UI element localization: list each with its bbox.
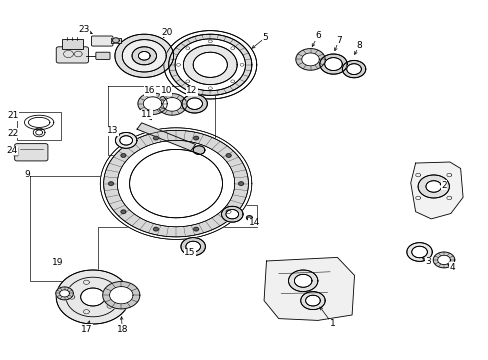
Bar	[215, 205, 256, 227]
Polygon shape	[406, 243, 431, 261]
Polygon shape	[264, 257, 354, 320]
Polygon shape	[193, 227, 198, 231]
Polygon shape	[182, 94, 207, 113]
Text: 16: 16	[144, 86, 156, 95]
Text: 19: 19	[52, 258, 63, 267]
Text: 1: 1	[329, 320, 335, 328]
FancyBboxPatch shape	[91, 36, 113, 46]
Text: 10: 10	[160, 86, 172, 95]
Polygon shape	[138, 51, 150, 60]
Polygon shape	[153, 136, 158, 140]
Text: 17: 17	[81, 325, 93, 334]
Polygon shape	[186, 98, 202, 109]
Text: 13: 13	[106, 126, 118, 135]
Polygon shape	[108, 182, 113, 185]
Polygon shape	[226, 154, 231, 157]
Polygon shape	[143, 97, 162, 111]
Polygon shape	[60, 290, 69, 297]
Bar	[14, 148, 18, 150]
Polygon shape	[432, 252, 454, 268]
Text: 2: 2	[440, 181, 446, 190]
Polygon shape	[112, 38, 119, 43]
Polygon shape	[346, 64, 361, 75]
Bar	[17, 112, 61, 140]
Polygon shape	[417, 175, 448, 198]
Text: 23: 23	[78, 25, 90, 34]
Polygon shape	[319, 54, 346, 74]
Polygon shape	[103, 130, 248, 237]
Polygon shape	[122, 40, 166, 72]
FancyBboxPatch shape	[15, 144, 48, 161]
Polygon shape	[300, 292, 325, 310]
Polygon shape	[342, 60, 365, 78]
Polygon shape	[117, 140, 234, 227]
Polygon shape	[120, 136, 132, 145]
Text: 22: 22	[7, 129, 19, 138]
Polygon shape	[193, 52, 227, 77]
Polygon shape	[246, 216, 252, 220]
FancyBboxPatch shape	[61, 39, 83, 49]
Polygon shape	[81, 288, 105, 306]
Text: 14: 14	[248, 218, 260, 227]
Polygon shape	[121, 154, 125, 157]
Polygon shape	[121, 210, 125, 213]
Polygon shape	[56, 270, 129, 324]
Polygon shape	[288, 270, 317, 292]
FancyBboxPatch shape	[111, 38, 121, 43]
Text: 21: 21	[7, 111, 19, 120]
Polygon shape	[100, 128, 251, 239]
Bar	[14, 150, 18, 153]
Text: 4: 4	[448, 263, 454, 271]
Polygon shape	[109, 287, 133, 304]
Polygon shape	[225, 210, 238, 219]
Polygon shape	[221, 206, 243, 222]
Polygon shape	[410, 162, 462, 219]
Polygon shape	[137, 123, 195, 151]
Polygon shape	[138, 93, 167, 114]
Polygon shape	[129, 149, 222, 218]
Polygon shape	[175, 39, 245, 91]
Polygon shape	[295, 49, 325, 70]
Text: 15: 15	[183, 248, 195, 257]
Text: 24: 24	[6, 146, 18, 155]
Text: 9: 9	[24, 170, 30, 179]
Polygon shape	[193, 146, 204, 154]
Polygon shape	[132, 47, 156, 65]
Polygon shape	[193, 136, 198, 140]
FancyBboxPatch shape	[56, 47, 88, 63]
Polygon shape	[411, 246, 427, 258]
Text: 20: 20	[161, 28, 173, 37]
Polygon shape	[163, 31, 256, 99]
Polygon shape	[157, 94, 186, 115]
Polygon shape	[238, 182, 243, 185]
Polygon shape	[425, 181, 441, 192]
Text: 8: 8	[356, 40, 362, 49]
Bar	[14, 153, 18, 156]
Polygon shape	[56, 287, 73, 300]
Polygon shape	[305, 295, 320, 306]
Text: 3: 3	[424, 257, 430, 266]
Text: 11: 11	[141, 110, 152, 119]
Polygon shape	[437, 255, 449, 265]
Polygon shape	[115, 34, 173, 77]
Text: 6: 6	[314, 31, 320, 40]
Polygon shape	[301, 53, 319, 66]
Text: 7: 7	[335, 36, 341, 45]
Polygon shape	[185, 241, 200, 252]
Polygon shape	[153, 227, 158, 231]
Text: 12: 12	[185, 86, 197, 95]
Polygon shape	[163, 98, 181, 111]
FancyBboxPatch shape	[96, 52, 110, 59]
Polygon shape	[294, 274, 311, 287]
Polygon shape	[183, 45, 237, 85]
Polygon shape	[168, 34, 251, 95]
Text: 5: 5	[262, 33, 267, 42]
Polygon shape	[324, 58, 342, 71]
Text: 18: 18	[116, 325, 128, 334]
Polygon shape	[115, 132, 137, 148]
Polygon shape	[102, 282, 140, 309]
Polygon shape	[226, 210, 231, 213]
Polygon shape	[181, 238, 205, 256]
